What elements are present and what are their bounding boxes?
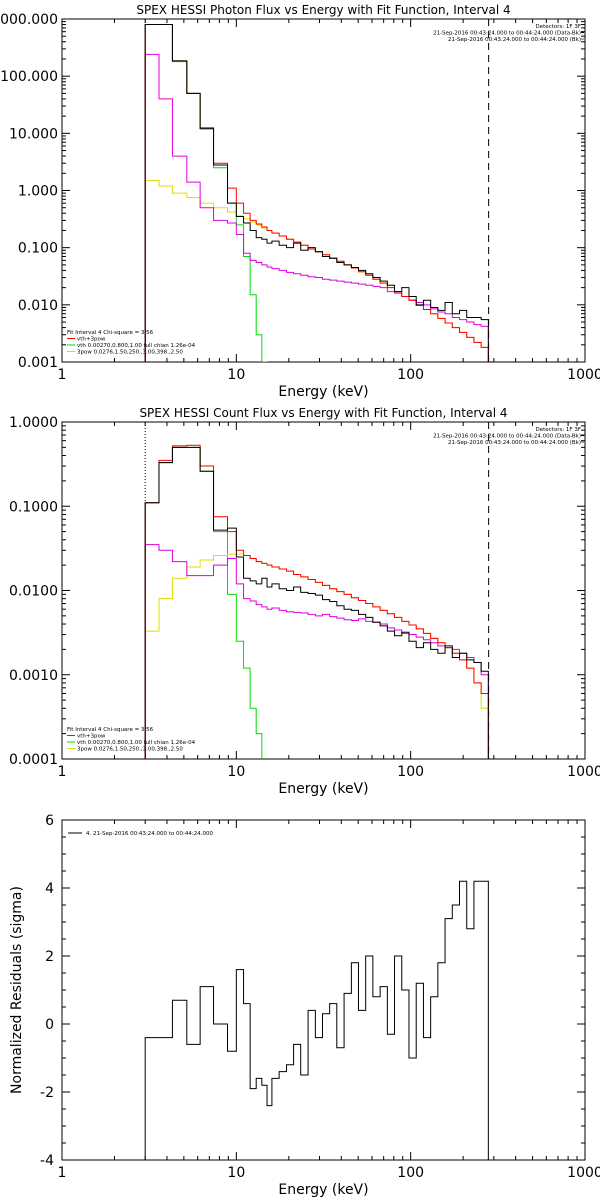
panel-1: SPEX HESSI Photon Flux vs Energy with Fi… — [0, 3, 600, 400]
series-total-line — [144, 24, 489, 362]
header-line-3: 21-Sep-2016 00:43:24.000 to 00:44:24.000… — [448, 440, 581, 446]
y-tick-label: 0.0001 — [9, 752, 58, 768]
y-tick-label: 1000.000 — [0, 12, 58, 28]
panel-title: SPEX HESSI Count Flux vs Energy with Fit… — [139, 406, 507, 420]
x-axis-label: Energy (keV) — [278, 384, 368, 400]
legend-fit-summary: Fit Interval 4 Chi-square = 3.56 — [67, 330, 154, 336]
y-tick-label: 0.001 — [18, 355, 58, 371]
x-tick-label: 100 — [397, 1165, 424, 1181]
y-tick-label: 6 — [45, 813, 54, 829]
x-tick-label: 1 — [58, 367, 67, 383]
y-tick-label: 1.000 — [18, 184, 58, 200]
y-tick-label: 4 — [45, 881, 54, 897]
plot-frame — [61, 819, 586, 1161]
y-tick-label: -4 — [40, 1153, 54, 1169]
y-tick-label: 2 — [45, 949, 54, 965]
x-tick-label: 1000 — [567, 1165, 600, 1181]
series-total-line — [144, 444, 489, 759]
header-line-1: Detectors: 1F 3F — [535, 427, 581, 433]
y-tick-label: -2 — [40, 1085, 54, 1101]
series-data-line — [144, 24, 489, 362]
y-tick-label: 0.010 — [18, 298, 58, 314]
series-background-line — [144, 53, 489, 362]
legend-entry-powerlaw: 3pow 0.0276,1.50,250.,3.00,398.,2.50 — [77, 747, 183, 753]
x-tick-label: 1000 — [567, 764, 600, 780]
header-line-2: 21-Sep-2016 00:43:24.000 to 00:44:24.000… — [433, 31, 581, 37]
header-line-1: Detectors: 1F 3F — [535, 24, 581, 30]
legend-entry-thermal: vth 0.00270,0.800,1.00 full chian 1.26e-… — [77, 740, 196, 746]
y-tick-label: 10.000 — [9, 126, 58, 142]
plot-frame — [61, 18, 586, 363]
y-axis-label: Normalized Residuals (sigma) — [9, 886, 25, 1094]
series-background-line — [144, 544, 489, 759]
panel-3: 1 10 100 1000 6 4 2 0 -2 -4 Energy (keV) Normalized… — [9, 813, 600, 1198]
header-line-2: 21-Sep-2016 00:43:24.000 to 00:44:24.000… — [433, 434, 581, 440]
legend-interval: 4. 21-Sep-2016 00:43:24.000 to 00:44:24.… — [86, 831, 213, 837]
panel-2: SPEX HESSI Count Flux vs Energy with Fit… — [9, 406, 600, 797]
x-tick-label: 10 — [227, 1165, 245, 1181]
plot-area — [144, 880, 489, 1160]
legend-entry-thermal: vth 0.00270,0.800,1.00 full chian 1.26e-… — [77, 343, 196, 349]
y-tick-label: 0 — [45, 1017, 54, 1033]
series-thermal-line — [144, 446, 263, 759]
x-tick-label: 1 — [58, 764, 67, 780]
series-powerlaw-line — [144, 179, 489, 362]
x-tick-label: 10 — [227, 367, 245, 383]
legend-entry-powerlaw: 3pow 0.0276,1.50,250.,3.00,398.,2.50 — [77, 350, 183, 356]
plot-area — [144, 422, 490, 759]
series-thermal-line — [144, 24, 268, 362]
plot-area — [144, 19, 490, 362]
panel-title: SPEX HESSI Photon Flux vs Energy with Fi… — [136, 3, 510, 17]
legend-fit-summary: Fit Interval 4 Chi-square = 3.56 — [67, 727, 154, 733]
x-tick-label: 100 — [397, 367, 424, 383]
y-tick-label: 100.000 — [0, 69, 58, 85]
x-tick-label: 10 — [227, 764, 245, 780]
series-data-line — [144, 880, 489, 1160]
plot-frame — [61, 421, 586, 760]
legend-entry-total: vth+3pow — [77, 734, 106, 740]
y-tick-label: 0.1000 — [9, 499, 58, 515]
x-tick-label: 100 — [397, 764, 424, 780]
y-tick-label: 1.0000 — [9, 415, 58, 431]
series-data-line — [144, 446, 489, 759]
x-axis-label: Energy (keV) — [278, 1182, 368, 1198]
header-line-3: 21-Sep-2016 00:43:24.000 to 00:44:24.000… — [448, 37, 581, 43]
legend-entry-total: vth+3pow — [77, 337, 106, 343]
y-tick-label: 0.0010 — [9, 668, 58, 684]
y-tick-label: 0.0100 — [9, 584, 58, 600]
series-powerlaw-line — [144, 553, 489, 759]
x-axis-label: Energy (keV) — [278, 781, 368, 797]
y-tick-label: 0.100 — [18, 241, 58, 257]
x-tick-label: 1 — [58, 1165, 67, 1181]
x-tick-label: 1000 — [567, 367, 600, 383]
